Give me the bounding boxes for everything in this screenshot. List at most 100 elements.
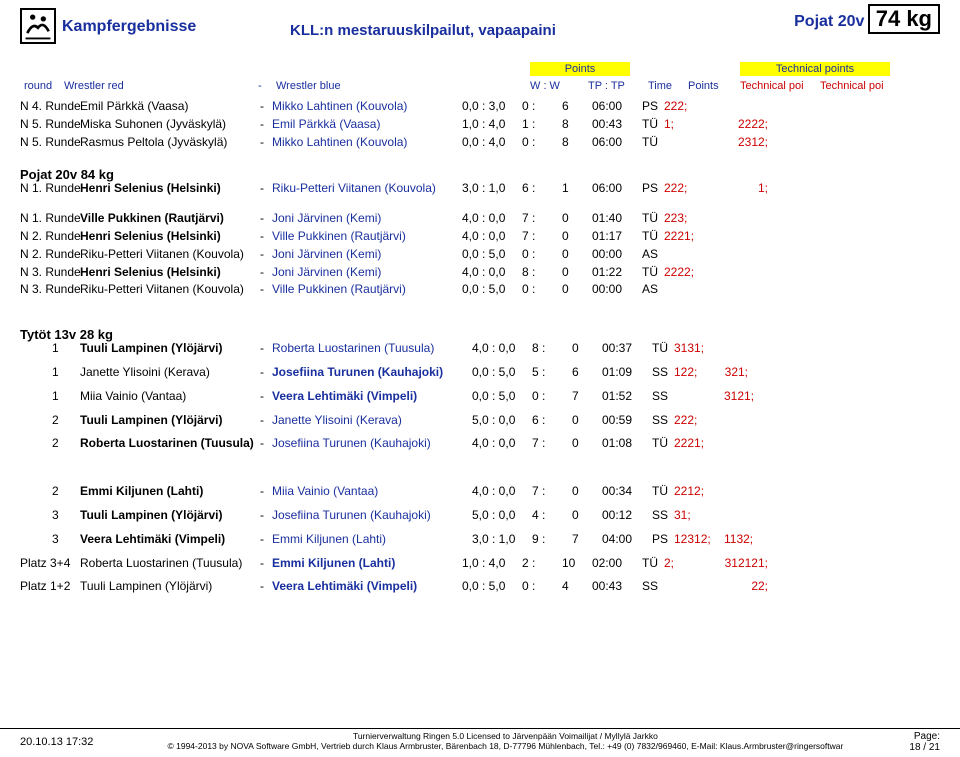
round-cell: 2 bbox=[52, 437, 80, 451]
ww-cell: 4,0 : 0,0 bbox=[472, 342, 532, 356]
header: Kampfergebnisse KLL:n mestaruuskilpailut… bbox=[0, 0, 960, 12]
wrestler-blue: Josefiina Turunen (Kauhajoki) bbox=[272, 366, 472, 380]
tp-cell: 7 : bbox=[522, 230, 562, 244]
tp2-cell: 0 bbox=[572, 342, 602, 356]
ww-cell: 3,0 : 1,0 bbox=[472, 533, 532, 547]
techpoints-header: Technical points bbox=[740, 62, 890, 76]
wrestler-blue: Veera Lehtimäki (Vimpeli) bbox=[272, 580, 462, 594]
tp-cell: 0 : bbox=[522, 283, 562, 297]
tp2-cell: 0 bbox=[562, 212, 592, 226]
code-cell: SS bbox=[652, 366, 674, 380]
wrestler-red: Tuuli Lampinen (Ylöjärvi) bbox=[80, 414, 260, 428]
page-label: Page: bbox=[909, 731, 940, 742]
wrestler-red: Ville Pukkinen (Rautjärvi) bbox=[80, 212, 260, 226]
code-cell: TÜ bbox=[642, 136, 664, 150]
round-cell: N 4. Runde bbox=[20, 100, 80, 114]
round-cell: N 5. Runde bbox=[20, 118, 80, 132]
ww-cell: 4,0 : 0,0 bbox=[462, 212, 522, 226]
ww-cell: 5,0 : 0,0 bbox=[472, 414, 532, 428]
wrestler-blue: Joni Järvinen (Kemi) bbox=[272, 212, 462, 226]
wrestler-blue: Emmi Kiljunen (Lahti) bbox=[272, 533, 472, 547]
wrestler-red: Riku-Petteri Viitanen (Kouvola) bbox=[80, 248, 260, 262]
round-cell: 3 bbox=[52, 509, 80, 523]
time-cell: 00:43 bbox=[592, 580, 642, 594]
techpoint2: 321; bbox=[724, 366, 754, 380]
techpoint2: 3121; bbox=[724, 390, 754, 404]
round-cell: N 3. Runde bbox=[20, 283, 80, 297]
wrestler-red: Miska Suhonen (Jyväskylä) bbox=[80, 118, 260, 132]
result-row: Platz 1+2Tuuli Lampinen (Ylöjärvi)-Veera… bbox=[20, 580, 940, 594]
wrestler-red: Janette Ylisoini (Kerava) bbox=[80, 366, 260, 380]
logo-icon bbox=[20, 8, 56, 44]
time-cell: 01:09 bbox=[602, 366, 652, 380]
col-points: Points bbox=[688, 80, 719, 92]
code-cell: SS bbox=[652, 509, 674, 523]
tp-cell: 7 : bbox=[522, 212, 562, 226]
techpoint1: 1; bbox=[664, 118, 714, 132]
col-ww: W : W bbox=[530, 80, 560, 92]
tp2-cell: 0 bbox=[572, 414, 602, 428]
techpoint1: 2212; bbox=[674, 485, 724, 499]
time-cell: 00:37 bbox=[602, 342, 652, 356]
tp2-cell: 1 bbox=[562, 182, 592, 196]
code-cell: TÜ bbox=[652, 485, 674, 499]
wrestler-red: Riku-Petteri Viitanen (Kouvola) bbox=[80, 283, 260, 297]
dash: - bbox=[260, 485, 272, 499]
tp-cell: 6 : bbox=[532, 414, 572, 428]
wrestler-blue: Ville Pukkinen (Rautjärvi) bbox=[272, 230, 462, 244]
tp-cell: 7 : bbox=[532, 485, 572, 499]
techpoint1: 2221; bbox=[674, 437, 724, 451]
wrestler-blue: Veera Lehtimäki (Vimpeli) bbox=[272, 390, 472, 404]
category-label: Pojat 20v bbox=[794, 13, 864, 31]
dash: - bbox=[260, 557, 272, 571]
round-cell: N 5. Runde bbox=[20, 136, 80, 150]
ww-cell: 4,0 : 0,0 bbox=[472, 485, 532, 499]
techpoint1: 223; bbox=[664, 212, 714, 226]
round-cell: 1 bbox=[52, 366, 80, 380]
tp2-cell: 0 bbox=[562, 266, 592, 280]
code-cell: PS bbox=[642, 100, 664, 114]
result-row: N 4. RundeEmil Pärkkä (Vaasa)-Mikko Laht… bbox=[20, 100, 940, 114]
section-2: N 1. RundeHenri Selenius (Helsinki)-Riku… bbox=[20, 182, 940, 196]
result-row: N 1. RundeVille Pukkinen (Rautjärvi)-Jon… bbox=[20, 212, 940, 226]
techpoint1: 2; bbox=[664, 557, 714, 571]
dash: - bbox=[260, 100, 272, 114]
wrestler-blue: Miia Vainio (Vantaa) bbox=[272, 485, 472, 499]
round-cell: N 1. Runde bbox=[20, 182, 80, 196]
round-cell: 1 bbox=[52, 390, 80, 404]
techpoint2: 2312; bbox=[714, 136, 774, 150]
techpoint2: 1; bbox=[714, 182, 774, 196]
ww-cell: 1,0 : 4,0 bbox=[462, 557, 522, 571]
col-round: round bbox=[24, 80, 52, 92]
dash: - bbox=[260, 509, 272, 523]
tp2-cell: 8 bbox=[562, 118, 592, 132]
ww-cell: 4,0 : 0,0 bbox=[462, 266, 522, 280]
result-row: 1Tuuli Lampinen (Ylöjärvi)-Roberta Luost… bbox=[20, 342, 940, 356]
ww-cell: 0,0 : 4,0 bbox=[462, 136, 522, 150]
tp-cell: 8 : bbox=[532, 342, 572, 356]
result-row: 2Emmi Kiljunen (Lahti)-Miia Vainio (Vant… bbox=[20, 485, 940, 499]
techpoint1: 222; bbox=[674, 414, 724, 428]
ww-cell: 0,0 : 3,0 bbox=[462, 100, 522, 114]
wrestler-red: Veera Lehtimäki (Vimpeli) bbox=[80, 533, 260, 547]
wrestler-blue: Ville Pukkinen (Rautjärvi) bbox=[272, 283, 462, 297]
result-row: 3Tuuli Lampinen (Ylöjärvi)-Josefiina Tur… bbox=[20, 509, 940, 523]
code-cell: PS bbox=[642, 182, 664, 196]
ww-cell: 0,0 : 5,0 bbox=[472, 366, 532, 380]
dash: - bbox=[260, 212, 272, 226]
wrestler-blue: Janette Ylisoini (Kerava) bbox=[272, 414, 472, 428]
code-cell: SS bbox=[642, 580, 664, 594]
result-row: 2Tuuli Lampinen (Ylöjärvi)-Janette Yliso… bbox=[20, 414, 940, 428]
techpoint1: 222; bbox=[664, 182, 714, 196]
tp-cell: 0 : bbox=[522, 100, 562, 114]
wrestler-red: Henri Selenius (Helsinki) bbox=[80, 266, 260, 280]
code-cell: TÜ bbox=[642, 212, 664, 226]
tp-cell: 5 : bbox=[532, 366, 572, 380]
dash: - bbox=[260, 414, 272, 428]
techpoint1: 2222; bbox=[664, 266, 714, 280]
ww-cell: 0,0 : 5,0 bbox=[472, 390, 532, 404]
dash: - bbox=[260, 366, 272, 380]
ww-cell: 5,0 : 0,0 bbox=[472, 509, 532, 523]
wrestler-blue: Josefiina Turunen (Kauhajoki) bbox=[272, 437, 472, 451]
wrestler-red: Henri Selenius (Helsinki) bbox=[80, 230, 260, 244]
